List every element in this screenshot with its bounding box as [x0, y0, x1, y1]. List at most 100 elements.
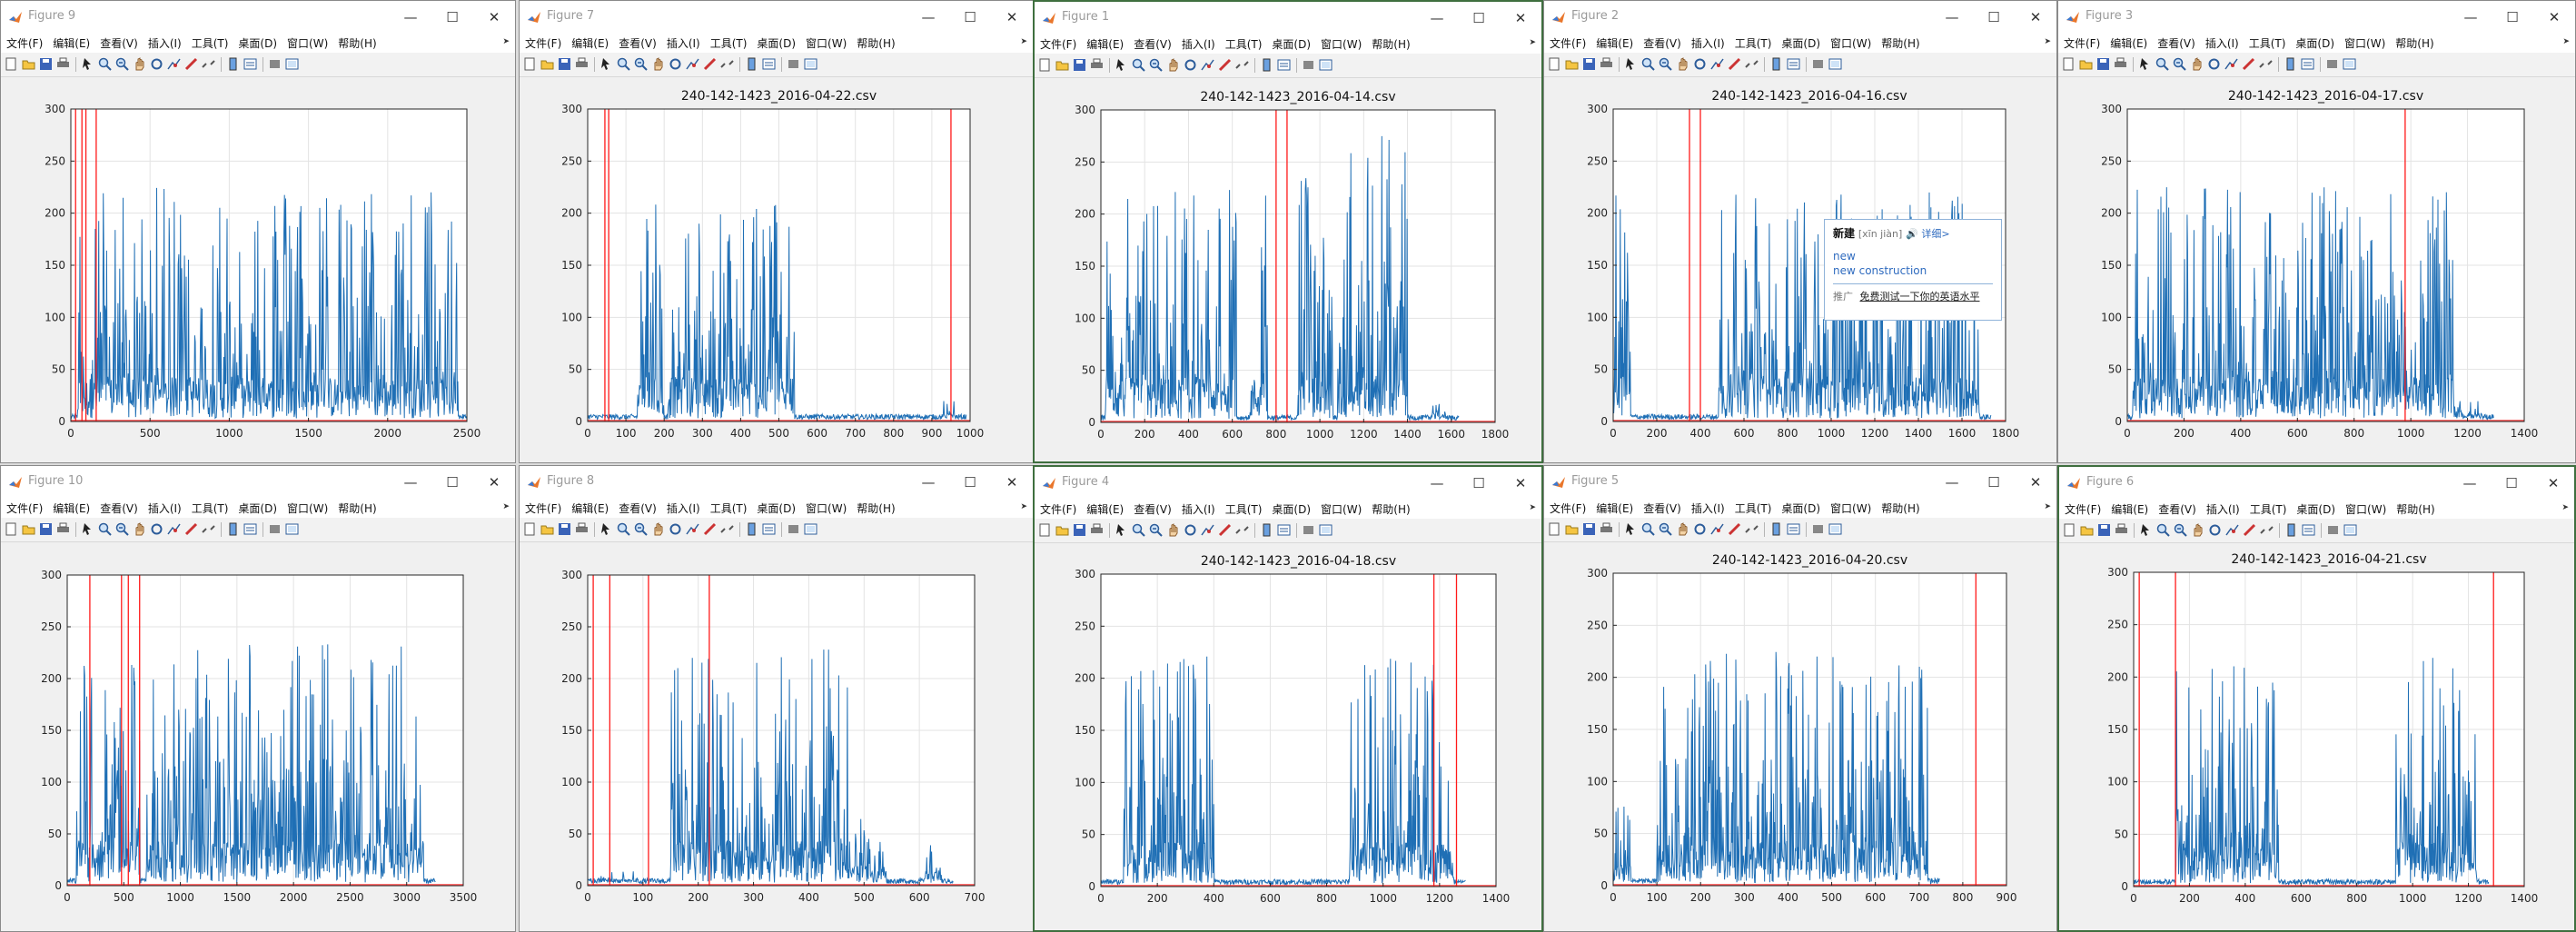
menu-item[interactable]: 编辑(E)	[571, 502, 609, 515]
save-icon[interactable]	[1582, 522, 1596, 536]
print-icon[interactable]	[2115, 523, 2128, 537]
figure-window[interactable]: Figure 1 — ☐ ✕ 文件(F) 编辑(E) 查看(V) 插入(I) 工具(T) 桌面(D…	[1033, 0, 1543, 463]
maximize-icon[interactable]: ☐	[1472, 10, 1485, 26]
show-plot-tools-icon[interactable]	[2343, 57, 2356, 71]
zoom-out-icon[interactable]	[115, 522, 129, 536]
plot-area[interactable]: 0 50 100 150 200 250 300 0 200 400 600 800 1000 1200 1…	[1035, 543, 1541, 930]
legend-icon[interactable]	[243, 57, 257, 71]
rotate-icon[interactable]	[1184, 58, 1197, 72]
hide-plot-tools-icon[interactable]	[1302, 58, 1315, 72]
popup-details-link[interactable]: 🔊 详细>	[1906, 228, 1949, 240]
menu-overflow-icon[interactable]: ➤	[2561, 503, 2569, 512]
pointer-icon[interactable]	[81, 57, 94, 71]
save-icon[interactable]	[2097, 523, 2111, 537]
menu-item[interactable]: 帮助(H)	[2395, 37, 2434, 50]
show-plot-tools-icon[interactable]	[1319, 58, 1333, 72]
pointer-icon[interactable]	[2138, 57, 2152, 71]
show-plot-tools-icon[interactable]	[804, 522, 817, 536]
menu-item[interactable]: 帮助(H)	[1372, 503, 1411, 516]
menu-item[interactable]: 查看(V)	[1643, 37, 1681, 50]
legend-icon[interactable]	[2302, 523, 2315, 537]
pan-icon[interactable]	[2190, 57, 2204, 71]
hide-plot-tools-icon[interactable]	[787, 57, 800, 71]
menu-item[interactable]: 帮助(H)	[338, 37, 377, 50]
figure-window[interactable]: Figure 7 — ☐ ✕ 文件(F) 编辑(E) 查看(V) 插入(I) 工具(T) 桌面(D…	[519, 0, 1034, 463]
figure-window[interactable]: Figure 6 — ☐ ✕ 文件(F) 编辑(E) 查看(V) 插入(I) 工具(T) 桌面(D…	[2057, 465, 2576, 932]
menu-item[interactable]: 窗口(W)	[1321, 503, 1362, 516]
new-figure-icon[interactable]	[1038, 523, 1052, 537]
show-plot-tools-icon[interactable]	[1828, 522, 1842, 536]
line-chart[interactable]: 0 50 100 150 200 250 300 0 100 200 300 400 500 600 700	[520, 542, 1033, 931]
print-icon[interactable]	[575, 522, 589, 536]
zoom-in-icon[interactable]	[617, 57, 630, 71]
open-file-icon[interactable]	[1565, 57, 1579, 71]
print-icon[interactable]	[575, 57, 589, 71]
zoom-out-icon[interactable]	[1659, 522, 1672, 536]
title-bar[interactable]: Figure 10 — ☐ ✕	[1, 466, 515, 499]
menu-item[interactable]: 窗口(W)	[1830, 502, 1872, 515]
save-icon[interactable]	[39, 522, 53, 536]
menu-item[interactable]: 编辑(E)	[1596, 502, 1634, 515]
menu-item[interactable]: 帮助(H)	[338, 502, 377, 515]
colorbar-icon[interactable]	[745, 522, 758, 536]
brush-icon[interactable]	[2243, 523, 2256, 537]
legend-icon[interactable]	[762, 522, 776, 536]
show-plot-tools-icon[interactable]	[285, 522, 299, 536]
data-cursor-icon[interactable]	[1201, 523, 1214, 537]
brush-icon[interactable]	[703, 522, 717, 536]
menu-item[interactable]: 查看(V)	[2158, 503, 2196, 516]
pan-icon[interactable]	[651, 57, 665, 71]
menu-item[interactable]: 桌面(D)	[1272, 503, 1312, 516]
data-cursor-icon[interactable]	[2224, 57, 2238, 71]
plot-area[interactable]: 0 50 100 150 200 250 300 0 500 1000 1500 2000 2500	[1, 77, 515, 462]
link-icon[interactable]	[2260, 523, 2274, 537]
save-icon[interactable]	[558, 522, 571, 536]
menu-item[interactable]: 插入(I)	[1181, 503, 1215, 516]
close-icon[interactable]: ✕	[1006, 474, 1018, 491]
close-icon[interactable]: ✕	[1514, 10, 1527, 26]
close-icon[interactable]: ✕	[2029, 474, 2042, 491]
minimize-icon[interactable]: —	[1430, 475, 1444, 491]
legend-icon[interactable]	[1787, 57, 1800, 71]
menu-overflow-icon[interactable]: ➤	[502, 37, 510, 46]
hide-plot-tools-icon[interactable]	[2325, 57, 2339, 71]
menu-item[interactable]: 编辑(E)	[571, 37, 609, 50]
menu-item[interactable]: 工具(T)	[1734, 502, 1772, 515]
print-icon[interactable]	[56, 522, 70, 536]
data-cursor-icon[interactable]	[686, 522, 699, 536]
menu-item[interactable]: 插入(I)	[2204, 37, 2239, 50]
line-chart[interactable]: 0 50 100 150 200 250 300 0 200 400 600 800 1000 1200 1…	[2058, 77, 2575, 462]
figure-window[interactable]: Figure 10 — ☐ ✕ 文件(F) 编辑(E) 查看(V) 插入(I) 工具(T) 桌面(…	[0, 465, 516, 932]
title-bar[interactable]: Figure 5 — ☐ ✕	[1544, 466, 2056, 499]
menu-overflow-icon[interactable]: ➤	[1529, 38, 1536, 47]
link-icon[interactable]	[720, 57, 734, 71]
show-plot-tools-icon[interactable]	[2343, 523, 2357, 537]
zoom-in-icon[interactable]	[1132, 523, 1145, 537]
zoom-in-icon[interactable]	[2155, 57, 2169, 71]
menu-item[interactable]: 插入(I)	[147, 37, 182, 50]
zoom-in-icon[interactable]	[1132, 58, 1145, 72]
zoom-in-icon[interactable]	[617, 522, 630, 536]
open-file-icon[interactable]	[540, 522, 554, 536]
menu-item[interactable]: 编辑(E)	[1596, 37, 1634, 50]
colorbar-icon[interactable]	[1769, 57, 1783, 71]
brush-icon[interactable]	[1728, 57, 1741, 71]
print-icon[interactable]	[1600, 57, 1613, 71]
line-chart[interactable]: 0 50 100 150 200 250 300 0 100 200 300 400 500 600 700…	[1544, 542, 2056, 931]
pointer-icon[interactable]	[599, 57, 613, 71]
colorbar-icon[interactable]	[1260, 523, 1273, 537]
minimize-icon[interactable]: —	[403, 9, 418, 25]
save-icon[interactable]	[1582, 57, 1596, 71]
minimize-icon[interactable]: —	[1430, 10, 1444, 26]
data-cursor-icon[interactable]	[1201, 58, 1214, 72]
menu-item[interactable]: 编辑(E)	[1086, 38, 1125, 51]
maximize-icon[interactable]: ☐	[964, 474, 976, 491]
title-bar[interactable]: Figure 7 — ☐ ✕	[520, 1, 1033, 34]
legend-icon[interactable]	[762, 57, 776, 71]
menu-item[interactable]: 工具(T)	[1224, 38, 1263, 51]
figure-window[interactable]: Figure 4 — ☐ ✕ 文件(F) 编辑(E) 查看(V) 插入(I) 工具(T) 桌面(D…	[1033, 465, 1543, 932]
menu-item[interactable]: 工具(T)	[191, 502, 229, 515]
colorbar-icon[interactable]	[226, 57, 240, 71]
menu-item[interactable]: 查看(V)	[1134, 38, 1172, 51]
rotate-icon[interactable]	[2208, 523, 2222, 537]
